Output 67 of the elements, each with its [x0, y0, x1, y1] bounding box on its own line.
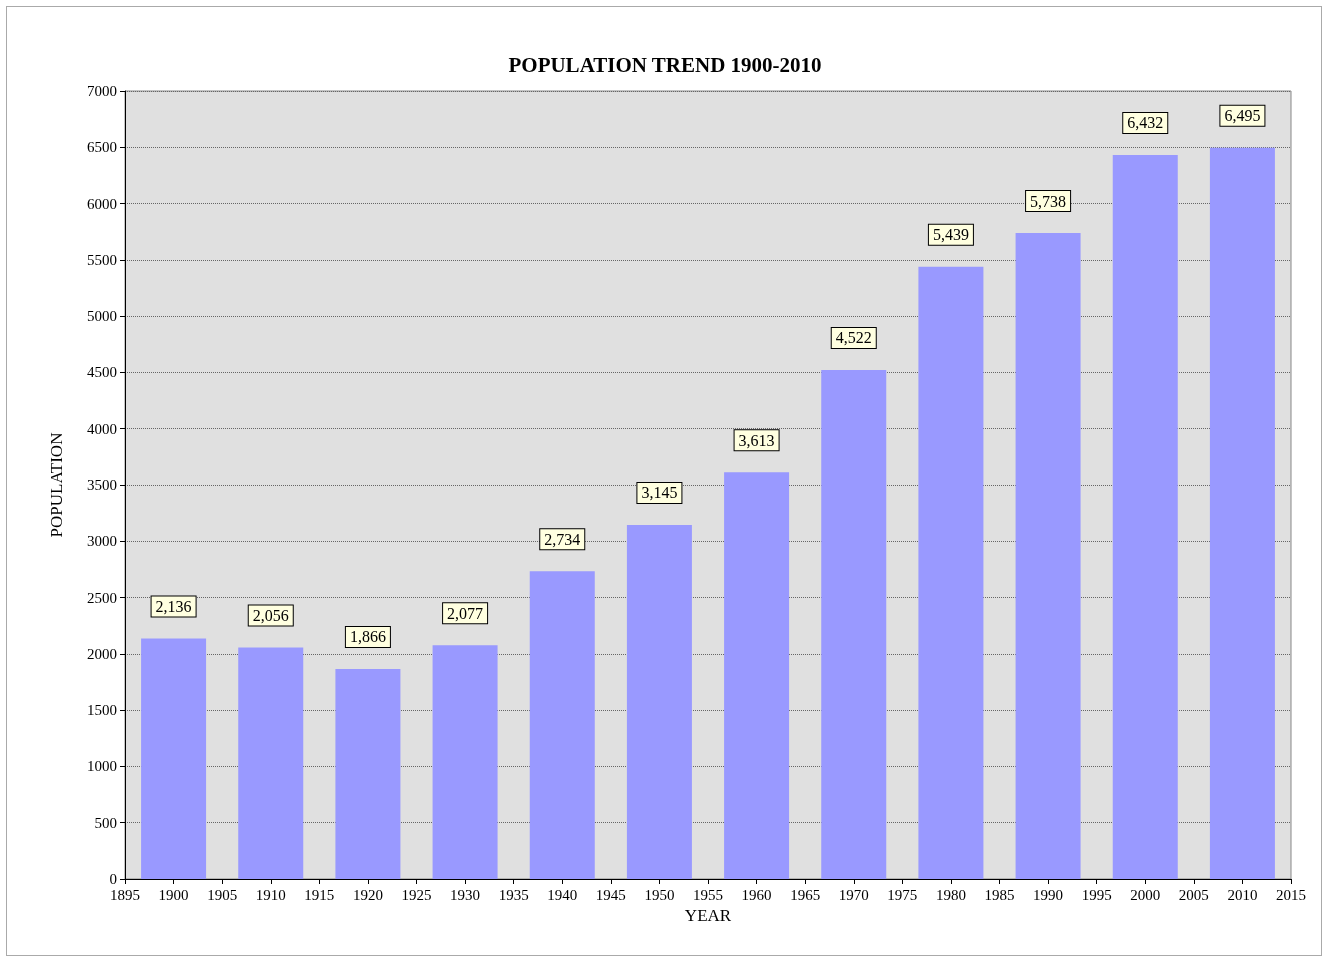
bar	[238, 647, 304, 879]
x-tick-label: 1995	[1081, 886, 1112, 903]
data-label: 6,495	[1224, 107, 1261, 125]
bar	[1015, 233, 1081, 879]
x-tick-label: 1910	[255, 886, 286, 903]
x-axis-title: YEAR	[684, 906, 732, 925]
x-tick-label: 2015	[1276, 886, 1306, 903]
x-tick-label: 1955	[693, 886, 723, 903]
y-axis-title: POPULATION	[47, 432, 66, 538]
y-tick-label: 0	[109, 871, 117, 887]
bar	[1209, 147, 1275, 879]
y-tick-label: 2000	[87, 645, 117, 662]
y-tick-label: 1500	[87, 702, 117, 719]
data-label: 5,738	[1030, 192, 1067, 210]
bar	[724, 472, 790, 879]
data-label: 2,734	[544, 530, 581, 548]
data-label: 5,439	[932, 226, 969, 244]
y-tick-label: 5500	[87, 251, 117, 268]
data-label: 3,613	[738, 431, 775, 449]
x-tick-label: 1985	[984, 886, 1015, 903]
x-tick-label: 1930	[450, 886, 481, 903]
x-tick-label: 2005	[1178, 886, 1209, 903]
y-tick-label: 500	[94, 814, 117, 831]
y-tick-label: 4000	[87, 420, 117, 437]
x-tick-label: 1990	[1033, 886, 1064, 903]
x-tick-label: 1945	[595, 886, 626, 903]
x-tick-label: 1905	[207, 886, 238, 903]
x-tick-label: 1925	[401, 886, 432, 903]
data-label: 2,136	[155, 598, 192, 616]
bar	[529, 571, 595, 879]
x-tick-label: 1915	[304, 886, 335, 903]
y-tick-label: 6000	[87, 195, 117, 212]
y-tick-label: 7000	[87, 83, 117, 99]
bar	[141, 638, 207, 879]
x-tick-label: 1970	[838, 886, 869, 903]
x-tick-label: 1940	[547, 886, 578, 903]
x-tick-label: 1950	[644, 886, 675, 903]
data-label: 4,522	[835, 329, 872, 347]
x-tick-label: 2010	[1227, 886, 1258, 903]
bar	[432, 645, 498, 879]
x-tick-label: 1935	[498, 886, 529, 903]
y-tick-label: 5000	[87, 308, 117, 325]
bar	[918, 266, 984, 879]
data-label: 2,077	[447, 604, 484, 622]
chart-title: POPULATION TREND 1900-2010	[508, 52, 822, 77]
x-tick-label: 2000	[1130, 886, 1161, 903]
bar	[335, 668, 401, 879]
data-label: 1,866	[349, 628, 386, 646]
y-tick-label: 3000	[87, 533, 117, 550]
x-tick-label: 1900	[158, 886, 189, 903]
x-tick-label: 1975	[887, 886, 918, 903]
bar	[1112, 154, 1178, 879]
x-tick-label: 1895	[110, 886, 140, 903]
data-label: 2,056	[252, 607, 289, 625]
data-label: 6,432	[1127, 114, 1164, 132]
x-tick-label: 1960	[741, 886, 772, 903]
x-tick-label: 1920	[352, 886, 383, 903]
y-tick-label: 2500	[87, 589, 117, 606]
y-tick-label: 1000	[87, 758, 117, 775]
bar	[821, 369, 887, 879]
y-tick-label: 4500	[87, 364, 117, 381]
data-label: 3,145	[641, 484, 678, 502]
x-tick-label: 1980	[935, 886, 966, 903]
y-tick-label: 6500	[87, 139, 117, 156]
y-tick-label: 3500	[87, 477, 117, 493]
x-tick-label: 1965	[790, 886, 821, 903]
bar	[626, 524, 692, 879]
